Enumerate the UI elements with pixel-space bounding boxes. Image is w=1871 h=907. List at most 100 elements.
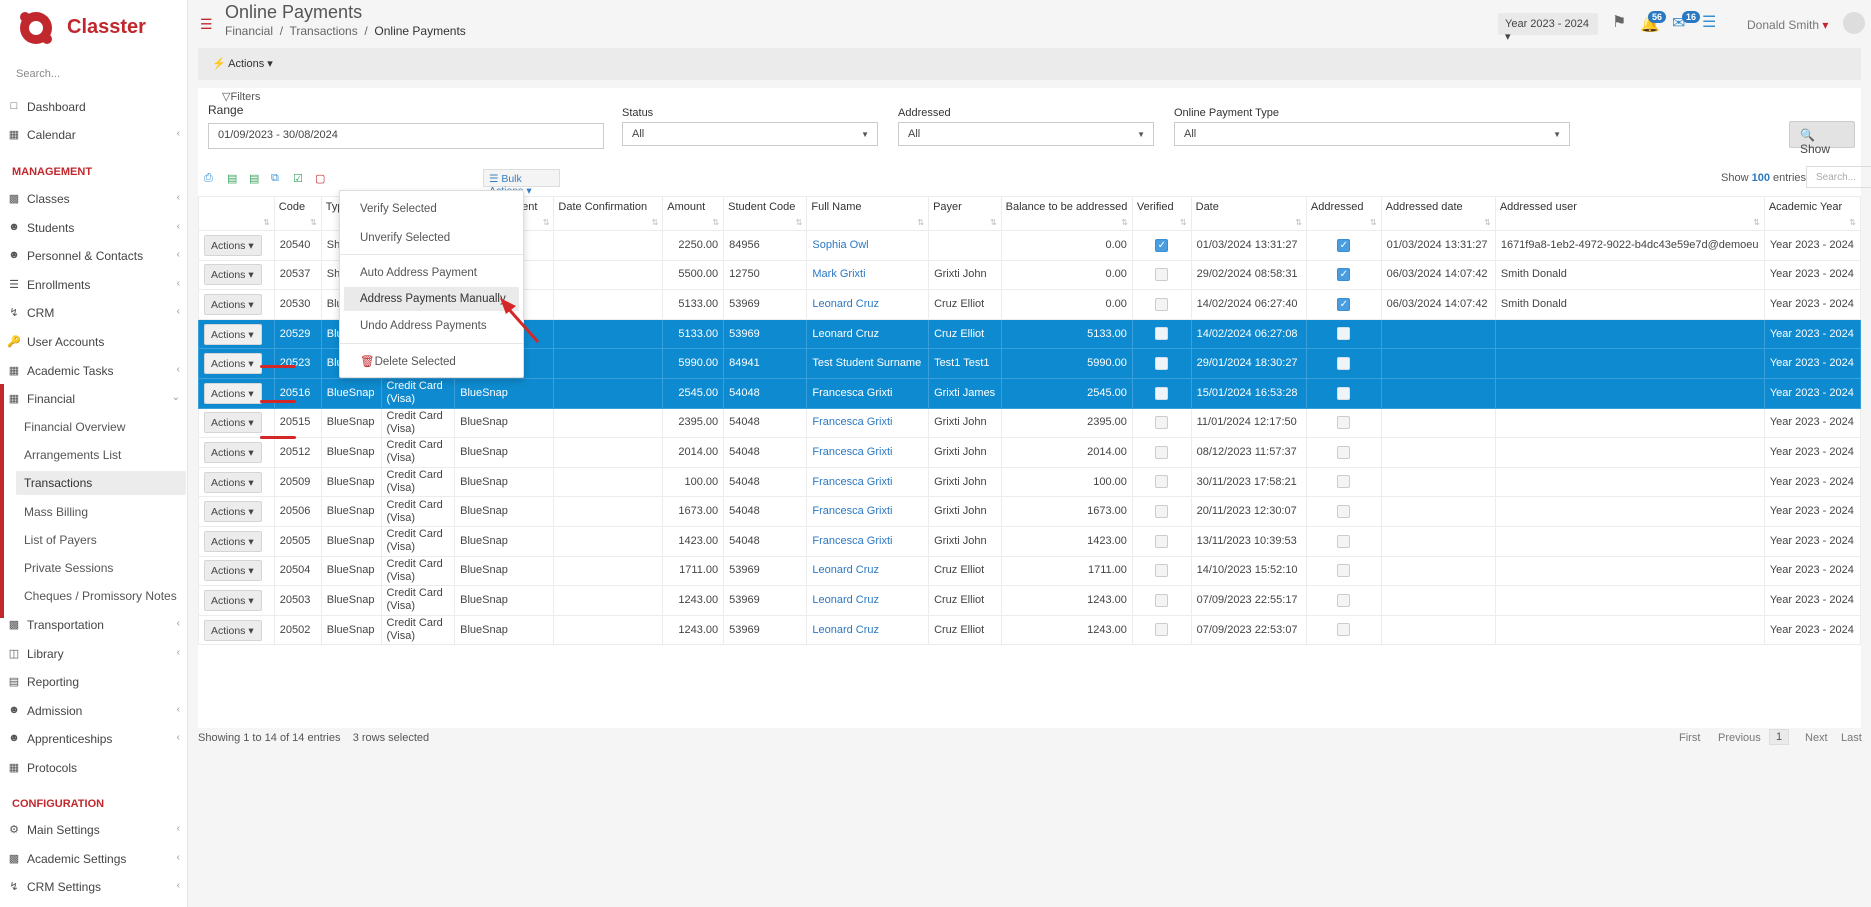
addressed-select[interactable]: All ▼ — [898, 122, 1154, 146]
sidebar-item-library[interactable]: ◫ Library ‹ — [0, 643, 187, 665]
table-row[interactable]: Actions ▾ 20503 BlueSnap Credit Card (Visa)… — [198, 585, 1862, 616]
verified-checkbox[interactable] — [1155, 504, 1169, 518]
table-row[interactable]: Actions ▾ 20515 BlueSnap Credit Card (Visa)… — [198, 407, 1862, 439]
sidebar-item-reporting[interactable]: ▤ Reporting — [0, 671, 187, 693]
full-name-link[interactable]: Sophia Owl — [806, 230, 930, 261]
row-actions-button[interactable]: Actions ▾ — [204, 293, 262, 315]
full-name-link[interactable]: Francesca Grixti — [806, 466, 930, 498]
row-actions-button[interactable]: Actions ▾ — [204, 619, 262, 641]
table-row[interactable]: Actions ▾ 20512 BlueSnap Credit Card (Visa)… — [198, 437, 1862, 468]
sidebar-item-academic-tasks[interactable]: ▦ Academic Tasks ‹ — [0, 360, 187, 382]
row-actions-button[interactable]: Actions ▾ — [204, 530, 262, 552]
verified-checkbox[interactable] — [1155, 475, 1169, 489]
table-row[interactable]: Actions ▾ 20505 BlueSnap Credit Card (Visa)… — [198, 525, 1862, 557]
addressed-checkbox[interactable]: ✓ — [1337, 268, 1351, 282]
pager-page-1[interactable]: 1 — [1769, 729, 1790, 745]
column-header-verified[interactable]: Verified ⇅ — [1131, 196, 1192, 231]
sidebar-subitem-mass-billing[interactable]: Mass Billing — [24, 504, 89, 519]
sidebar-item-crm[interactable]: ↯ CRM ‹ — [0, 302, 187, 324]
addressed-checkbox[interactable] — [1337, 356, 1351, 370]
column-header-actions[interactable]: ⇅ — [198, 196, 275, 231]
full-name-link[interactable]: Francesca Grixti — [806, 496, 930, 527]
addressed-checkbox[interactable] — [1337, 386, 1351, 400]
column-header-date-confirmation[interactable]: Date Confirmation ⇅ — [553, 196, 664, 231]
breadcrumb-financial[interactable]: Financial — [225, 24, 274, 38]
table-row[interactable]: Actions ▾20530BlueSnapBlueSnap5133.00539… — [198, 289, 1862, 320]
show-button[interactable]: 🔍 Show — [1789, 121, 1855, 156]
addressed-checkbox[interactable] — [1337, 504, 1351, 518]
menu-toggle-icon[interactable]: ☰ — [200, 16, 213, 32]
menu-unverify-selected[interactable]: Unverify Selected — [360, 232, 451, 244]
addressed-checkbox[interactable] — [1337, 475, 1351, 489]
bulk-actions-button[interactable]: ☰ Bulk Actions ▾ — [483, 169, 560, 197]
column-header-code[interactable]: Code ⇅ — [273, 196, 322, 231]
sidebar-item-apprenticeships[interactable]: ☻ Apprenticeships ‹ — [0, 728, 187, 750]
column-header-balance[interactable]: Balance to be addressed ⇅ — [1000, 196, 1133, 231]
verified-checkbox[interactable] — [1155, 445, 1169, 459]
verified-checkbox[interactable] — [1155, 593, 1169, 607]
excel-icon[interactable]: ▤ — [227, 173, 238, 185]
actions-button[interactable]: ⚡ Actions ▾ — [212, 58, 273, 70]
full-name-link[interactable]: Leonard Cruz — [806, 585, 930, 616]
column-header-student-code[interactable]: Student Code ⇅ — [723, 196, 808, 231]
table-row[interactable]: Actions ▾ 20504 BlueSnap Credit Card (Visa)… — [198, 555, 1862, 587]
table-row[interactable]: Actions ▾ 20509 BlueSnap Credit Card (Visa)… — [198, 466, 1862, 498]
verified-checkbox[interactable] — [1155, 416, 1169, 430]
full-name-link[interactable]: Leonard Cruz — [806, 614, 930, 646]
full-name-link[interactable]: Francesca Grixti — [806, 525, 930, 557]
full-name-link[interactable]: Francesca Grixti — [806, 377, 930, 409]
sidebar-item-classes[interactable]: ▩ Classes ‹ — [0, 188, 187, 210]
table-search-input[interactable]: Search... — [1806, 166, 1871, 188]
addressed-checkbox[interactable]: ✓ — [1337, 238, 1351, 252]
sidebar-item-enrollments[interactable]: ☰ Enrollments ‹ — [0, 274, 187, 296]
breadcrumb-transactions[interactable]: Transactions — [289, 24, 358, 38]
row-actions-button[interactable]: Actions ▾ — [204, 501, 262, 523]
verified-checkbox[interactable] — [1155, 327, 1169, 341]
full-name-link[interactable]: Leonard Cruz — [806, 555, 930, 587]
sidebar-item-user-accounts[interactable]: 🔑 User Accounts — [0, 331, 187, 353]
status-select[interactable]: All ▼ — [622, 122, 878, 146]
payment-type-select[interactable]: All ▼ — [1174, 122, 1570, 146]
flag-icon[interactable]: ⚑ — [1612, 14, 1627, 31]
column-header-amount[interactable]: Amount ⇅ — [662, 196, 725, 231]
sidebar-subitem-financial-overview[interactable]: Financial Overview — [24, 420, 126, 434]
table-row[interactable]: Actions ▾ 20502 BlueSnap Credit Card (Visa)… — [198, 614, 1862, 646]
sidebar-subitem-transactions[interactable]: Transactions — [16, 471, 186, 496]
verified-checkbox[interactable] — [1155, 386, 1169, 400]
deselect-icon[interactable]: ▢ — [315, 173, 326, 185]
avatar[interactable] — [1843, 12, 1865, 34]
sidebar-item-academic-settings[interactable]: ▩ Academic Settings ‹ — [0, 848, 187, 870]
column-header-addressed-user[interactable]: Addressed user ⇅ — [1494, 196, 1765, 231]
csv-icon[interactable]: ▤ — [249, 173, 260, 185]
verified-checkbox[interactable] — [1155, 268, 1169, 282]
table-row[interactable]: Actions ▾ 20516 BlueSnap Credit Card (Visa)… — [198, 377, 1862, 409]
pager-previous[interactable]: Previous — [1718, 732, 1761, 744]
menu-undo-address-payments[interactable]: Undo Address Payments — [360, 320, 487, 332]
sidebar-item-dashboard[interactable]: □ Dashboard — [0, 96, 187, 118]
check-all-icon[interactable]: ☑ — [293, 173, 303, 185]
sidebar-item-main-settings[interactable]: ⚙ Main Settings ‹ — [0, 819, 187, 841]
sidebar-item-transportation[interactable]: ▩ Transportation ‹ — [0, 614, 187, 636]
sidebar-item-calendar[interactable]: ▦ Calendar ‹ — [0, 124, 187, 146]
menu-delete-selected[interactable]: 🗑Delete Selected — [340, 348, 523, 372]
verified-checkbox[interactable] — [1155, 534, 1169, 548]
full-name-link[interactable]: Francesca Grixti — [806, 437, 930, 468]
sidebar-subitem-arrangements-list[interactable]: Arrangements List — [24, 448, 122, 463]
column-header-full-name[interactable]: Full Name ⇅ — [806, 196, 930, 231]
sidebar-search-input[interactable]: Search... — [16, 68, 61, 80]
sidebar-item-financial[interactable]: ▦ Financial ⌄ — [0, 388, 187, 410]
full-name-link[interactable]: Mark Grixti — [806, 259, 930, 291]
sidebar-subitem-cheques-promissory-notes[interactable]: Cheques / Promissory Notes — [24, 589, 177, 604]
layers-icon[interactable]: ☰ — [1702, 14, 1717, 31]
copy-icon[interactable]: ⧉ — [271, 172, 279, 184]
sidebar-item-admission[interactable]: ☻ Admission ‹ — [0, 700, 187, 722]
addressed-checkbox[interactable] — [1337, 593, 1351, 607]
verified-checkbox[interactable]: ✓ — [1155, 238, 1169, 252]
full-name-link[interactable]: Leonard Cruz — [806, 318, 930, 350]
row-actions-button[interactable]: Actions ▾ — [204, 471, 262, 493]
column-header-academic-year[interactable]: Academic Year ⇅ — [1763, 196, 1862, 231]
row-actions-button[interactable]: Actions ▾ — [204, 589, 262, 611]
addressed-checkbox[interactable] — [1337, 416, 1351, 430]
print-icon[interactable]: ⎙ — [204, 172, 213, 184]
verified-checkbox[interactable] — [1155, 623, 1169, 637]
